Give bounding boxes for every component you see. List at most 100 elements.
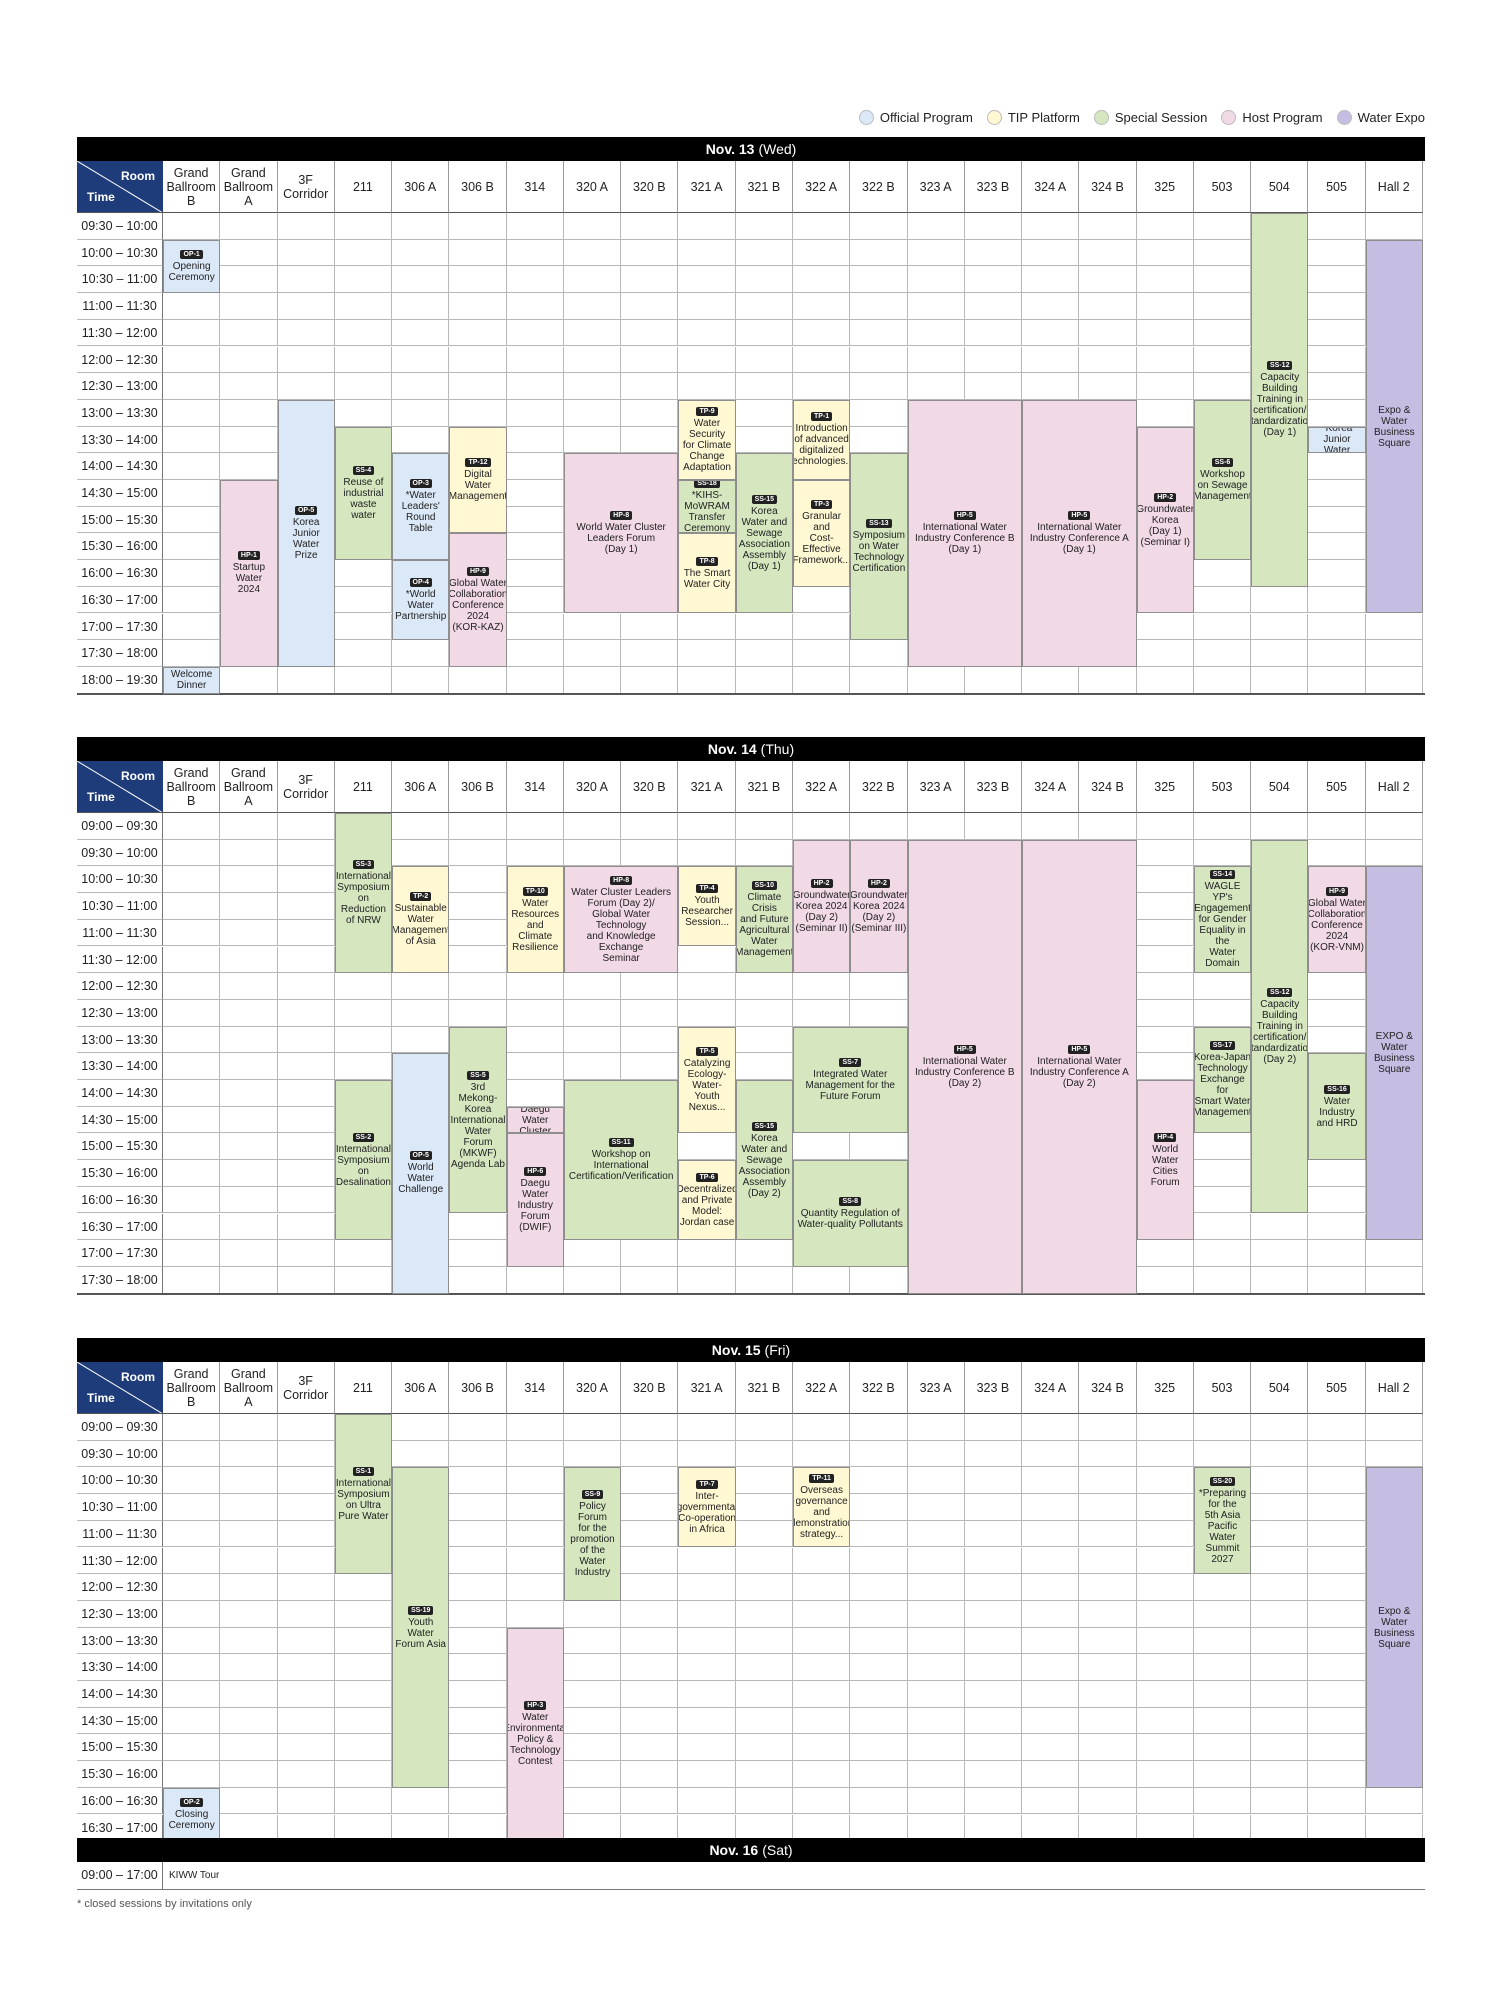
grid-cell [1079, 1600, 1137, 1628]
room-time-corner: Room Time [77, 161, 163, 213]
grid-cell [1251, 1520, 1309, 1548]
room-header: 321 A [678, 761, 736, 813]
session-code: SS-17 [1209, 1041, 1236, 1051]
grid-cell [563, 1734, 622, 1762]
time-slot: 13:30 – 14:00 [77, 1654, 163, 1681]
room-header: 314 [506, 761, 564, 813]
session-title: World Water Cities Forum [1150, 1143, 1180, 1188]
session-block: SS-7 Integrated Water Management for the … [792, 1026, 908, 1134]
grid-cell [506, 506, 564, 534]
grid-cell [506, 453, 564, 480]
grid-cell [1136, 1627, 1194, 1655]
grid-cell [1136, 946, 1194, 974]
grid-cell [277, 866, 335, 894]
grid-cell [506, 426, 564, 454]
grid-cell [735, 1266, 793, 1294]
grid-cell [1365, 839, 1423, 867]
grid-cell [907, 1440, 965, 1468]
time-slot: 10:30 – 11:00 [77, 1494, 163, 1521]
grid-cell [792, 813, 851, 840]
grid-cell [1251, 1414, 1309, 1441]
grid-cell [850, 1520, 908, 1548]
grid-cell [392, 839, 450, 867]
grid-cell [1308, 1574, 1366, 1601]
grid-cell [1251, 1681, 1309, 1708]
room-time-corner: Room Time [77, 761, 163, 813]
grid-cell [1308, 1547, 1366, 1575]
grid-cell [1079, 1574, 1137, 1601]
grid-cell [1136, 1494, 1194, 1521]
grid-cell [163, 1574, 221, 1601]
grid-cell [563, 1240, 622, 1267]
grid-cell [621, 399, 679, 427]
grid-cell [334, 999, 393, 1027]
grid-cell [1308, 1240, 1366, 1267]
time-slot: 13:00 – 13:30 [77, 1627, 163, 1655]
grid-cell [277, 666, 335, 694]
grid-cell [449, 1707, 507, 1735]
grid-cell [850, 1414, 908, 1441]
grid-cell [792, 666, 851, 694]
legend-item: TIP Platform [986, 108, 1080, 126]
grid-cell [334, 640, 393, 667]
grid-cell [1079, 666, 1137, 694]
grid-cell [506, 666, 564, 694]
session-code: TP-3 [811, 500, 833, 510]
grid-cell [506, 1053, 564, 1080]
corner-time-label: Time [87, 190, 115, 204]
session-code: HP-9 [1326, 886, 1348, 896]
session-code: HP-5 [1068, 1044, 1091, 1054]
time-slot: 09:00 – 09:30 [77, 1414, 163, 1441]
session-code: SS-1 [352, 1466, 375, 1476]
time-slot: 15:30 – 16:00 [77, 533, 163, 561]
corner-diagonal-line [77, 161, 163, 212]
grid-cell [964, 293, 1023, 320]
grid-cell [277, 346, 335, 374]
session-title: Groundwater Korea 2024 (Day 2) (Seminar … [850, 889, 908, 934]
room-header: 323 A [907, 161, 965, 213]
grid-cell [277, 1266, 335, 1294]
session-title: Youth Water Forum Asia [395, 1616, 446, 1650]
time-slot: 17:00 – 17:30 [77, 1240, 163, 1267]
grid-cell [563, 213, 622, 240]
grid-cell [163, 1707, 221, 1735]
legend-item: Special Session [1093, 108, 1207, 126]
grid-cell [449, 346, 507, 374]
grid-cell [163, 1053, 221, 1080]
room-header: 320 B [621, 761, 679, 813]
grid-cell [1308, 319, 1366, 347]
grid-cell [1079, 1627, 1137, 1655]
grid-cell [506, 293, 564, 320]
grid-cell [220, 1520, 278, 1548]
room-header: 324 B [1079, 161, 1137, 213]
grid-cell [277, 293, 335, 320]
grid-cell [163, 1547, 221, 1575]
grid-cell [220, 839, 278, 867]
corner-diagonal [77, 161, 163, 212]
grid-cell [220, 1574, 278, 1601]
grid-cell [1022, 1761, 1080, 1788]
grid-cell [277, 893, 335, 920]
time-slot: 10:30 – 11:00 [77, 893, 163, 920]
session-title: EXPO & Water Business Square [1374, 1031, 1415, 1076]
grid-cell [277, 1026, 335, 1054]
time-slot: 10:00 – 10:30 [77, 866, 163, 894]
grid-cell [1136, 239, 1194, 267]
grid-cell [563, 346, 622, 374]
grid-cell [1365, 813, 1423, 840]
grid-cell [392, 1787, 450, 1815]
grid-cell [850, 666, 908, 694]
grid-cell [907, 1520, 965, 1548]
grid-cell [506, 239, 564, 267]
grid-cell [1251, 1654, 1309, 1681]
grid-cell [850, 1440, 908, 1468]
grid-cell [277, 1133, 335, 1161]
session-block: TP-8 The Smart Water City [678, 533, 736, 614]
grid-cell [1193, 613, 1252, 641]
grid-cell [220, 1627, 278, 1655]
grid-cell [735, 1240, 793, 1267]
session-title: *Korea Junior Water Prize [1321, 426, 1353, 454]
grid-cell [907, 1681, 965, 1708]
grid-cell [907, 239, 965, 267]
session-title: Startup Water 2024 [232, 562, 266, 596]
